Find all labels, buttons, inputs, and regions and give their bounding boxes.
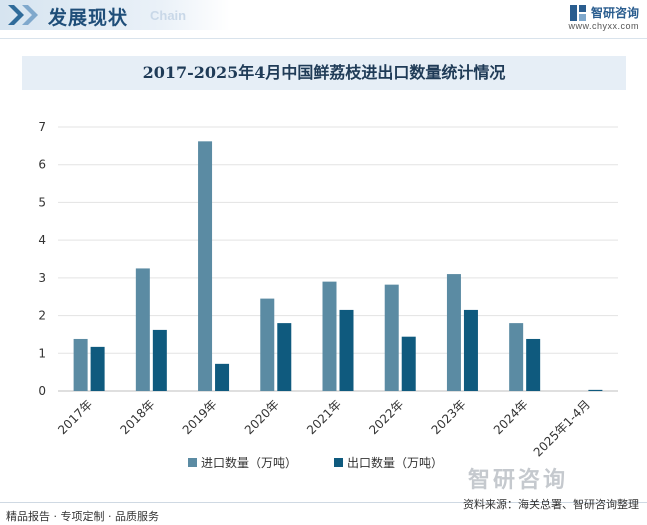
top-header: 发展现状 Chain 智研咨询 www.chyxx.com	[0, 0, 647, 31]
x-tick-label: 2022年	[366, 397, 406, 437]
bar	[322, 281, 337, 391]
watermark-brand: 智研咨询	[468, 468, 569, 493]
bar	[509, 323, 524, 391]
y-tick-label: 1	[38, 346, 46, 360]
bar	[73, 338, 88, 391]
bar	[463, 309, 478, 391]
x-tick-label: 2023年	[429, 397, 469, 437]
header-divider	[0, 38, 647, 39]
y-tick-label: 3	[38, 271, 46, 285]
bar	[339, 309, 354, 391]
legend-label: 进口数量（万吨）	[201, 455, 297, 470]
y-tick-label: 5	[38, 195, 46, 209]
legend-swatch	[334, 458, 343, 467]
bar	[135, 268, 150, 391]
bar	[401, 336, 416, 391]
footer-tagline: 精品报告 · 专项定制 · 品质服务	[6, 510, 159, 523]
section-subtitle: Chain	[150, 8, 187, 23]
x-tick-label: 2025年1-4月	[531, 397, 593, 459]
y-tick-label: 4	[38, 233, 46, 247]
legend-label: 出口数量（万吨）	[347, 455, 443, 470]
bar	[446, 274, 461, 391]
bar	[277, 323, 292, 391]
footer-source: 资料来源：海关总署、智研咨询整理	[463, 498, 639, 511]
legend-swatch	[188, 458, 197, 467]
bar	[152, 329, 167, 391]
bar	[384, 284, 399, 391]
bar	[215, 363, 230, 391]
bar	[90, 346, 105, 391]
x-tick-label: 2019年	[180, 397, 220, 437]
chart-title: 2017-2025年4月中国鲜荔枝进出口数量统计情况	[22, 56, 626, 90]
bar	[526, 338, 541, 391]
x-tick-label: 2017年	[55, 397, 95, 437]
bar	[198, 141, 213, 391]
y-tick-label: 6	[38, 158, 46, 172]
brand-url: www.chyxx.com	[568, 21, 639, 31]
brand-name: 智研咨询	[590, 6, 639, 20]
brand-logo-icon	[570, 5, 586, 21]
y-tick-label: 2	[38, 309, 46, 323]
x-tick-label: 2024年	[491, 397, 531, 437]
footer-divider	[0, 502, 647, 503]
y-tick-label: 0	[38, 384, 46, 398]
bar	[588, 389, 603, 391]
x-tick-label: 2021年	[304, 397, 344, 437]
header-stripe	[0, 0, 230, 30]
bar	[260, 298, 275, 391]
brand-box: 智研咨询 www.chyxx.com	[568, 4, 639, 31]
y-tick-label: 7	[38, 120, 46, 134]
x-tick-label: 2020年	[242, 397, 282, 437]
x-tick-label: 2018年	[117, 397, 157, 437]
section-title: 发展现状	[48, 7, 129, 29]
double-chevron-icon	[8, 5, 38, 25]
